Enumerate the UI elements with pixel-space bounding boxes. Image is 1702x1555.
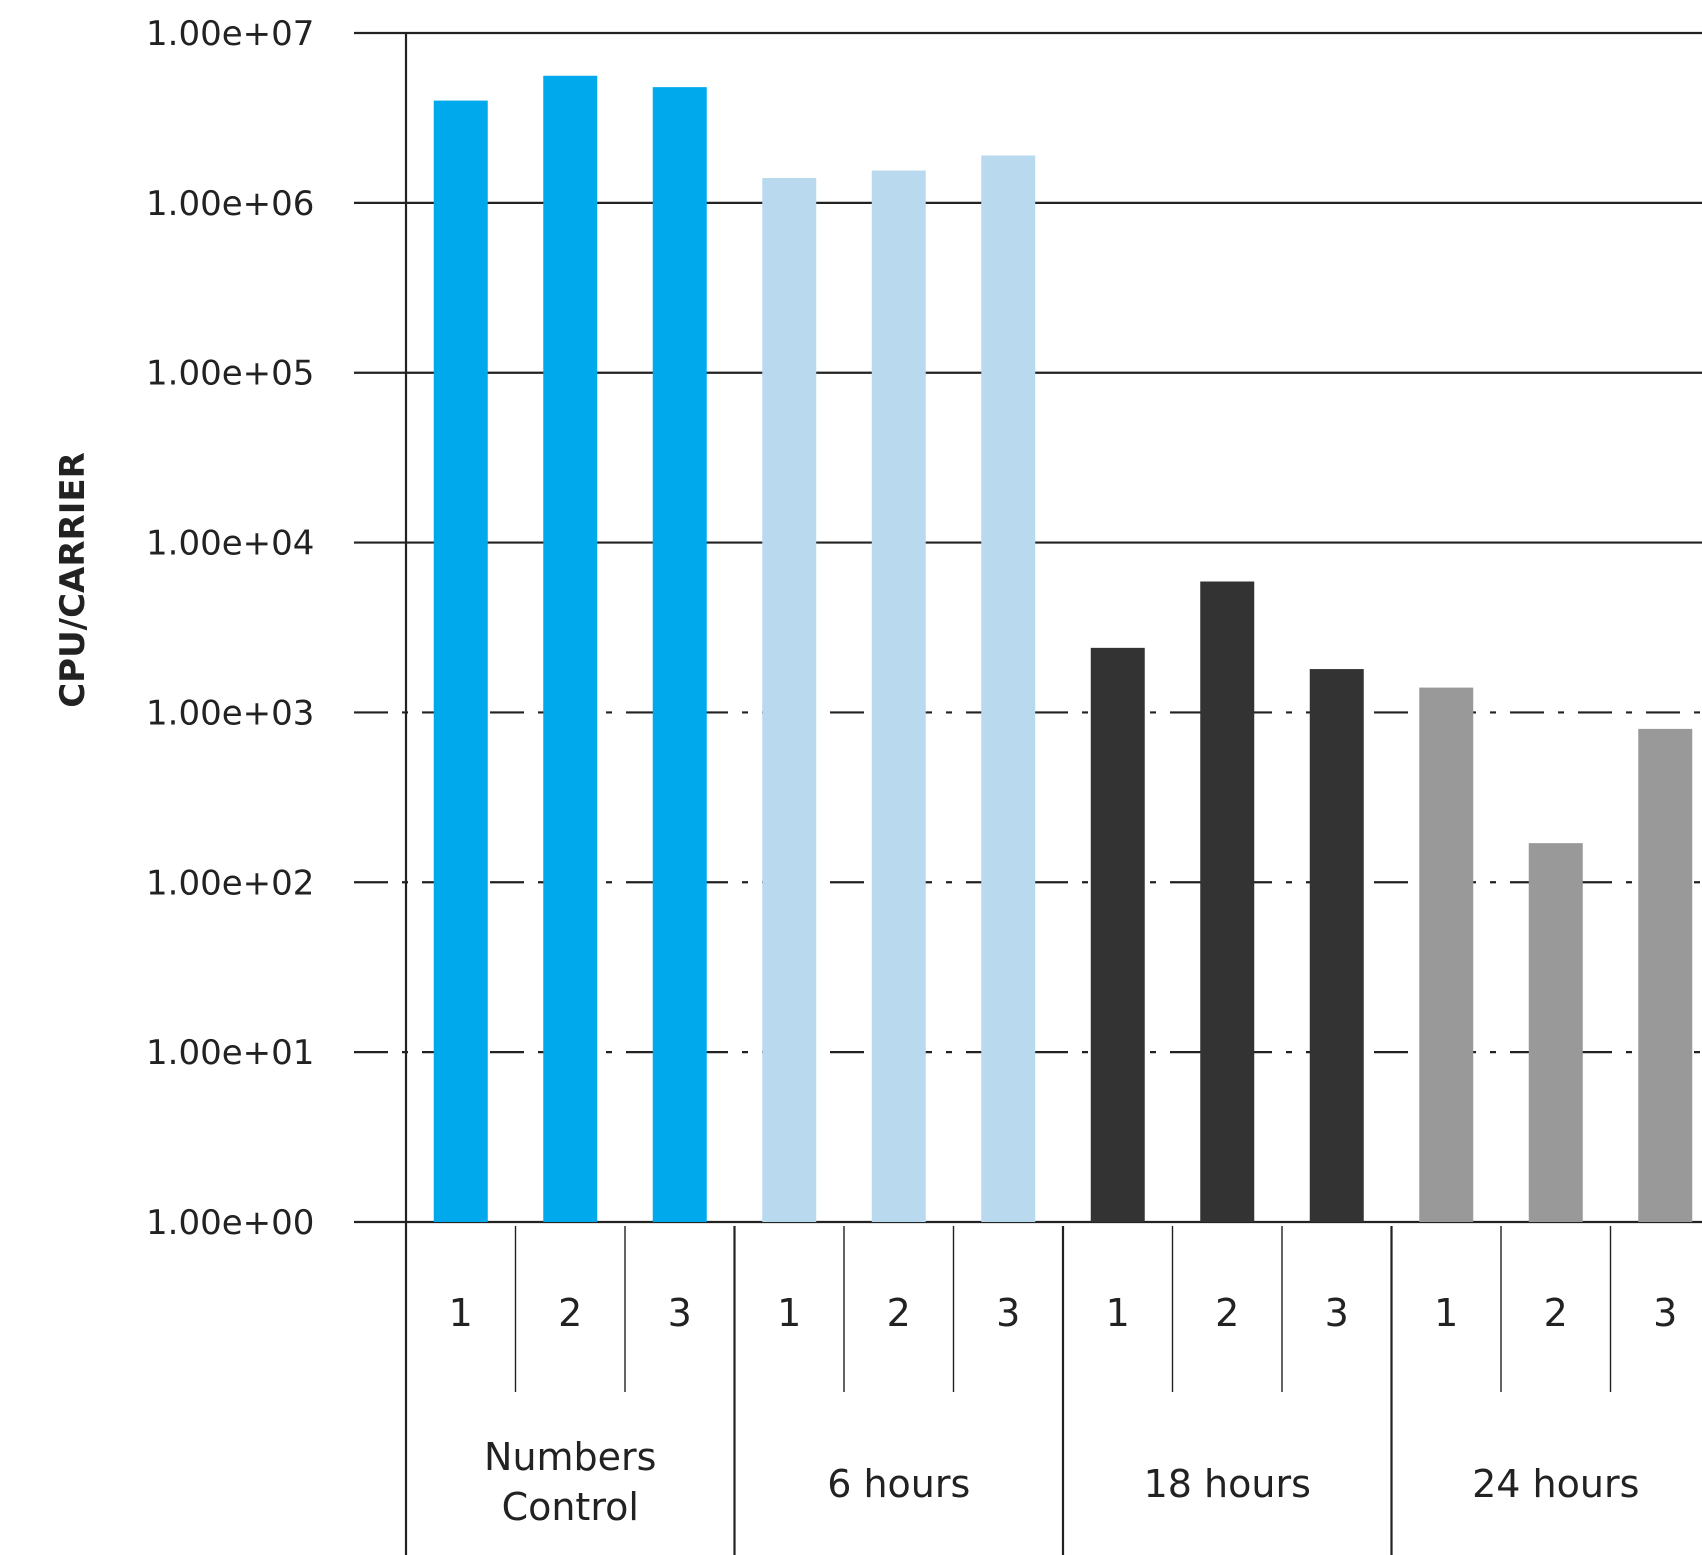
- y-tick-label: 1.00e+00: [146, 1203, 314, 1243]
- bar: [543, 75, 598, 1222]
- bar: [871, 170, 926, 1222]
- x-category-label: 1: [1106, 1291, 1130, 1335]
- group-label-line: Control: [502, 1485, 639, 1529]
- x-category-label: 2: [558, 1291, 582, 1335]
- group-label: 24 hours: [1472, 1462, 1639, 1506]
- x-category-label: 2: [1544, 1291, 1568, 1335]
- bar: [1200, 581, 1255, 1222]
- y-tick-label: 1.00e+06: [146, 184, 314, 224]
- group-label: 6 hours: [827, 1462, 970, 1506]
- group-label: 18 hours: [1144, 1462, 1311, 1506]
- bar: [1419, 687, 1474, 1222]
- x-category-label: 2: [887, 1291, 911, 1335]
- bar: [1528, 843, 1583, 1222]
- y-tick-label: 1.00e+05: [146, 354, 314, 394]
- x-category-label: 2: [1215, 1291, 1239, 1335]
- x-category-label: 1: [777, 1291, 801, 1335]
- group-label-line: 18 hours: [1144, 1462, 1311, 1506]
- x-category-label: 3: [1325, 1291, 1349, 1335]
- bar: [1638, 728, 1693, 1222]
- x-category-label: 3: [996, 1291, 1020, 1335]
- y-tick-label: 1.00e+07: [146, 14, 314, 54]
- y-tick-label: 1.00e+01: [146, 1033, 314, 1073]
- y-tick-label: 1.00e+02: [146, 863, 314, 903]
- x-category-label: 1: [1434, 1291, 1458, 1335]
- y-tick-label: 1.00e+04: [146, 524, 314, 564]
- bar: [1309, 669, 1364, 1222]
- y-tick-label: 1.00e+03: [146, 693, 314, 733]
- x-category-labels: 1 2 3 Numbers Control 1 2 3 6 hours 1 2 3 18 hours 1 2…: [449, 1226, 1677, 1555]
- x-category-label: 1: [449, 1291, 473, 1335]
- y-axis-label: CPU/CARRIER: [53, 452, 93, 708]
- group-label-line: 24 hours: [1472, 1462, 1639, 1506]
- bar: [981, 155, 1036, 1223]
- y-tick-labels: 1.00e+00 1.00e+01 1.00e+02 1.00e+03 1.00e+04…: [146, 14, 314, 1243]
- bar: [1090, 647, 1145, 1222]
- bar: [652, 87, 707, 1223]
- bar: [762, 178, 817, 1222]
- bars: [433, 75, 1693, 1223]
- group-label-line: 6 hours: [827, 1462, 970, 1506]
- group-label-line: Numbers: [484, 1435, 656, 1479]
- bar: [433, 100, 488, 1222]
- x-category-label: 3: [668, 1291, 692, 1335]
- x-category-label: 3: [1653, 1291, 1677, 1335]
- group-label: Numbers Control: [484, 1435, 656, 1529]
